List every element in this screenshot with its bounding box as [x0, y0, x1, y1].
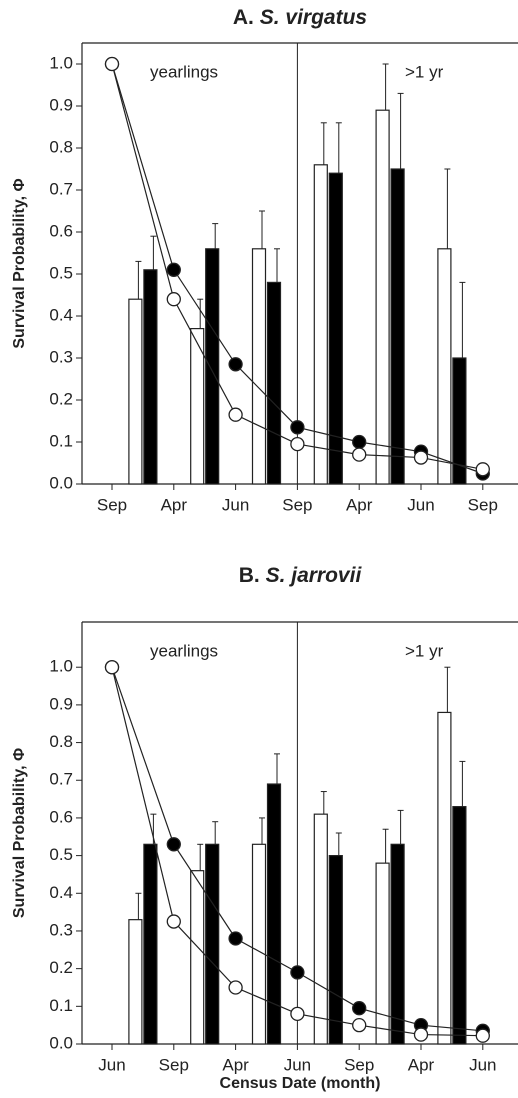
y-tick-label: 0.5	[49, 845, 73, 864]
bar	[205, 843, 220, 1045]
survival-point	[290, 436, 305, 452]
y-tick-label: 0.1	[49, 431, 73, 450]
x-tick-label: Jun	[284, 1055, 311, 1074]
y-tick-label: 0.1	[49, 996, 73, 1015]
x-tick-label: Sep	[159, 1055, 189, 1074]
survival-point	[228, 931, 243, 946]
survival-point	[290, 965, 305, 980]
x-tick-label: Apr	[161, 495, 188, 514]
bar	[328, 172, 343, 485]
title-prefix: A.	[233, 6, 254, 29]
annotation: yearlings	[150, 641, 218, 660]
title-species: S. jarrovii	[266, 564, 363, 587]
x-tick-label: Apr	[408, 1055, 435, 1074]
bar	[452, 806, 467, 1045]
title-species: S. virgatus	[260, 6, 367, 29]
y-tick-label: 0.7	[49, 770, 73, 789]
bar	[390, 843, 405, 1045]
y-tick-label: 0.2	[49, 389, 73, 408]
bar	[190, 870, 205, 1045]
survival-point	[228, 357, 243, 372]
y-tick-label: 0.6	[49, 221, 73, 240]
bar	[328, 855, 343, 1045]
survival-point	[228, 407, 243, 422]
y-axis-label: Survival Probability, Φ	[11, 178, 28, 348]
bar	[128, 298, 143, 485]
bar	[266, 783, 282, 1045]
x-tick-label: Sep	[468, 495, 498, 514]
annotation: >1 yr	[405, 641, 444, 660]
x-tick-label: Sep	[282, 495, 312, 514]
x-axis-label: Census Date (month)	[220, 1075, 381, 1092]
survival-point	[228, 980, 243, 995]
chart-title: B. S. jarrovii	[239, 564, 363, 587]
title-prefix: B.	[239, 564, 260, 587]
survival-point	[352, 1001, 367, 1016]
annotation: >1 yr	[405, 62, 444, 81]
bar	[266, 281, 282, 485]
y-tick-label: 0.4	[49, 883, 73, 902]
bar	[375, 862, 390, 1045]
bar	[313, 813, 328, 1045]
x-tick-label: Jun	[222, 495, 249, 514]
survival-point	[290, 1006, 305, 1022]
x-tick-label: Apr	[222, 1055, 249, 1074]
y-tick-label: 0.8	[49, 137, 73, 156]
bar	[251, 843, 267, 1045]
annotation: yearlings	[150, 62, 218, 81]
y-tick-label: 0.9	[49, 694, 73, 713]
y-tick-label: 0.4	[49, 305, 73, 324]
bar	[143, 269, 158, 485]
y-tick-label: 0.5	[49, 263, 73, 282]
survival-point	[413, 450, 429, 465]
survival-point	[475, 1028, 490, 1043]
y-tick-label: 0.0	[49, 1033, 73, 1052]
y-tick-label: 0.7	[49, 179, 73, 198]
bar	[437, 711, 452, 1045]
survival-point	[475, 462, 490, 477]
bar	[205, 248, 220, 485]
y-axis-label: Survival Probability, Φ	[11, 748, 28, 918]
y-tick-label: 0.0	[49, 473, 73, 492]
survival-point	[104, 56, 120, 72]
y-tick-label: 1.0	[49, 53, 73, 72]
survival-point	[166, 837, 181, 852]
bar	[251, 248, 267, 485]
x-tick-label: Jun	[407, 495, 434, 514]
x-tick-label: Apr	[346, 495, 373, 514]
survival-point	[166, 292, 181, 307]
y-tick-label: 0.2	[49, 958, 73, 977]
x-tick-label: Sep	[344, 1055, 374, 1074]
y-tick-label: 1.0	[49, 657, 73, 676]
y-tick-label: 0.3	[49, 347, 73, 366]
bar	[128, 919, 143, 1045]
panel: A. S. virgatus yearlings >1 yr 0.0 0.1 0.2 0.3…	[11, 6, 518, 514]
bar	[143, 843, 158, 1045]
bar	[390, 168, 405, 485]
chart-title: A. S. virgatus	[233, 6, 367, 29]
bar	[452, 357, 467, 485]
y-tick-label: 0.8	[49, 732, 73, 751]
panel: B. S. jarrovii yearlings >1 yr 0.0 0.1 0.2 0.3…	[11, 564, 518, 1092]
x-tick-label: Sep	[97, 495, 127, 514]
survival-point	[290, 420, 305, 435]
bar	[190, 328, 205, 485]
y-tick-label: 0.6	[49, 807, 73, 826]
survival-point	[166, 914, 181, 929]
survival-point	[352, 1018, 367, 1033]
bar	[437, 248, 452, 485]
x-tick-label: Jun	[469, 1055, 496, 1074]
survival-point	[352, 434, 367, 450]
survival-point	[352, 447, 367, 462]
survival-point	[413, 1027, 429, 1042]
survival-point	[166, 262, 181, 277]
y-tick-label: 0.3	[49, 920, 73, 939]
bar	[375, 109, 390, 485]
bar	[313, 164, 328, 485]
x-tick-label: Jun	[98, 1055, 125, 1074]
survival-point	[104, 660, 120, 675]
y-tick-label: 0.9	[49, 95, 73, 114]
